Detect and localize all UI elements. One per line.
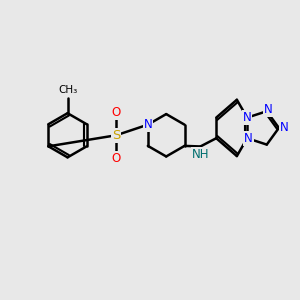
- Text: N: N: [243, 111, 251, 124]
- Text: N: N: [264, 103, 273, 116]
- Text: CH₃: CH₃: [58, 85, 77, 95]
- Text: N: N: [143, 118, 152, 131]
- Text: S: S: [112, 129, 120, 142]
- Text: NH: NH: [192, 148, 209, 161]
- Text: N: N: [244, 132, 253, 145]
- Text: O: O: [112, 152, 121, 165]
- Text: N: N: [280, 122, 289, 134]
- Text: O: O: [112, 106, 121, 119]
